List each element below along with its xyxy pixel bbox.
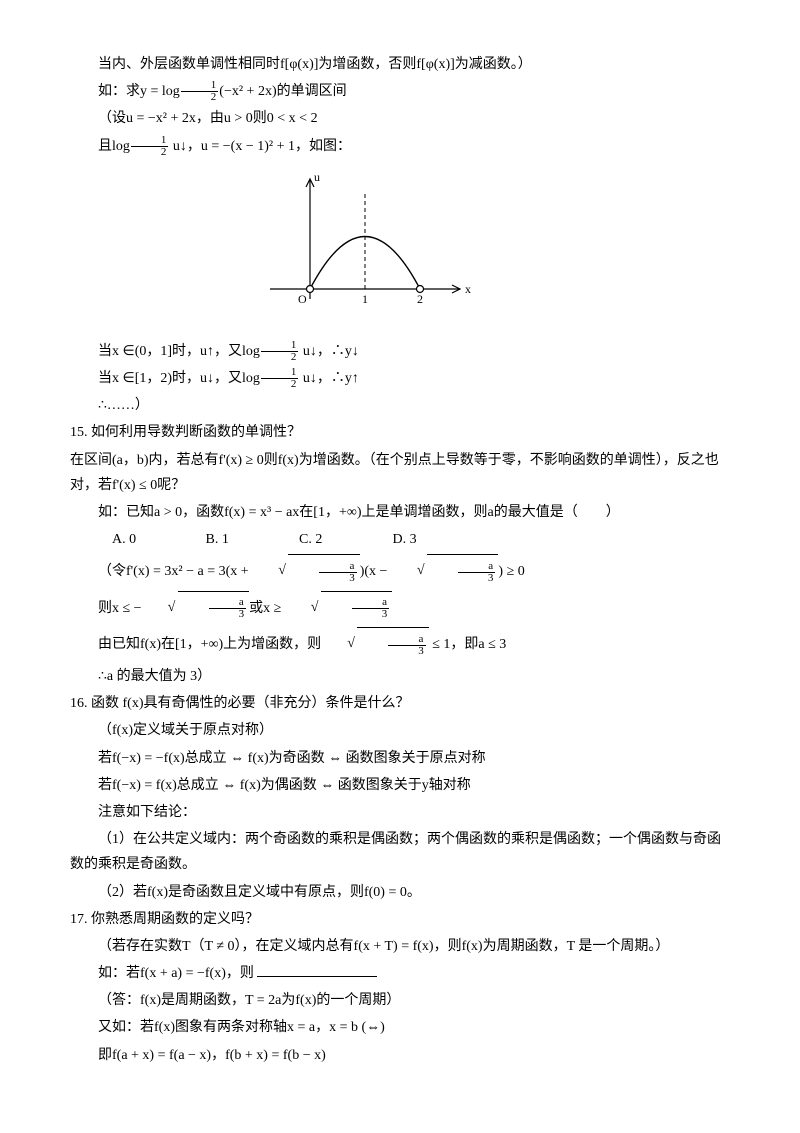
- origin-label: O: [298, 292, 307, 306]
- parabola-graph: u O 1 2 x: [250, 169, 480, 329]
- text-para: 在区间(a，b)内，若总有f'(x) ≥ 0则f(x)为增函数。（在个别点上导数…: [70, 448, 730, 498]
- question-title: 15. 如何利用导数判断函数的单调性？: [70, 420, 730, 445]
- text: 如：求y = log: [98, 84, 180, 99]
- text: 如：若f(x + a) = −f(x)，则: [98, 966, 254, 981]
- fraction: 12: [261, 340, 299, 363]
- text-para: （1）在公共定义域内：两个奇函数的乘积是偶函数；两个偶函数的乘积是偶函数；一个偶…: [70, 827, 730, 877]
- text: 且log: [98, 139, 130, 154]
- text: 或x ≥: [249, 601, 285, 616]
- text-line: 即f(a + x) = f(a − x)，f(b + x) = f(b − x): [70, 1043, 730, 1068]
- text-line: （2）若f(x)是奇函数且定义域中有原点，则f(0) = 0。: [70, 880, 730, 905]
- text: u↓，∴y↑: [299, 371, 359, 386]
- option-row: A. 0 B. 1 C. 2 D. 3: [70, 527, 730, 552]
- sqrt: a3: [142, 591, 250, 626]
- text-line: （令f'(x) = 3x² − a = 3(x + a3)(x − a3) ≥ …: [70, 554, 730, 589]
- text: u↓，∴y↓: [299, 344, 359, 359]
- option-b: B. 1: [206, 527, 296, 552]
- question-title: 16. 函数 f(x)具有奇偶性的必要（非充分）条件是什么？: [70, 691, 730, 716]
- text: （令f'(x) = 3x² − a = 3: [98, 564, 226, 579]
- text: (−x² + 2x)的单调区间: [219, 84, 346, 99]
- text-line: ∴……）: [70, 393, 730, 418]
- fraction: 12: [131, 135, 169, 158]
- text: ≤ 1，即a ≤ 3: [429, 637, 507, 652]
- text: u↓，u = −(x − 1)² + 1，如图：: [169, 139, 351, 154]
- text-line: 注意如下结论：: [70, 800, 730, 825]
- text-line: （f(x)定义域关于原点对称）: [70, 718, 730, 743]
- sqrt: a3: [252, 554, 360, 589]
- text-line: 且log12 u↓，u = −(x − 1)² + 1，如图：: [70, 134, 730, 159]
- text-line: 若f(−x) = −f(x)总成立 ⇔ f(x)为奇函数 ⇔ 函数图象关于原点对…: [70, 746, 730, 771]
- text-line: （答：f(x)是周期函数，T = 2a为f(x)的一个周期）: [70, 988, 730, 1013]
- text-line: 如：求y = log12(−x² + 2x)的单调区间: [70, 79, 730, 104]
- text: 则x ≤ −: [98, 601, 142, 616]
- option-a: A. 0: [112, 527, 202, 552]
- text-line: （设u = −x² + 2x，由u > 0则0 < x < 2: [70, 106, 730, 131]
- text-line: 当x ∈[1，2)时，u↓，又log12 u↓，∴y↑: [70, 366, 730, 391]
- text-line: 如：若f(x + a) = −f(x)，则: [70, 961, 730, 986]
- axis-label-x: x: [465, 282, 471, 296]
- axis-label-u: u: [314, 170, 320, 184]
- option-c: C. 2: [299, 527, 389, 552]
- text: ≥ 0: [503, 564, 525, 579]
- question-title: 17. 你熟悉周期函数的定义吗？: [70, 907, 730, 932]
- text: 当x ∈[1，2)时，u↓，又log: [98, 371, 260, 386]
- text-line: 当x ∈(0，1]时，u↑，又log12 u↓，∴y↓: [70, 339, 730, 364]
- text: 当x ∈(0，1]时，u↑，又log: [98, 344, 260, 359]
- fraction: 12: [181, 80, 219, 103]
- text-line: 又如：若f(x)图象有两条对称轴x = a，x = b (⇔): [70, 1015, 730, 1040]
- text-para: （若存在实数T（T ≠ 0），在定义域内总有f(x + T) = f(x)，则f…: [70, 934, 730, 959]
- option-d: D. 3: [393, 527, 483, 552]
- sqrt: a3: [321, 627, 429, 662]
- blank-line: [257, 962, 377, 977]
- text-line: ∴a 的最大值为 3）: [70, 664, 730, 689]
- sqrt: a3: [391, 554, 499, 589]
- text: 由已知f(x)在[1，+∞)上为增函数，则: [98, 637, 321, 652]
- sqrt: a3: [285, 591, 393, 626]
- text-para: 如：已知a > 0，函数f(x) = x³ − ax在[1，+∞)上是单调增函数…: [70, 500, 730, 525]
- text-line: 当内、外层函数单调性相同时f[φ(x)]为增函数，否则f[φ(x)]为减函数。）: [70, 52, 730, 77]
- text-line: 则x ≤ −a3或x ≥ a3: [70, 591, 730, 626]
- text-line: 若f(−x) = f(x)总成立 ⇔ f(x)为偶函数 ⇔ 函数图象关于y轴对称: [70, 773, 730, 798]
- tick-label-2: 2: [417, 292, 423, 306]
- text-line: 由已知f(x)在[1，+∞)上为增函数，则a3 ≤ 1，即a ≤ 3: [70, 627, 730, 662]
- fraction: 12: [261, 367, 299, 390]
- tick-label-1: 1: [362, 292, 368, 306]
